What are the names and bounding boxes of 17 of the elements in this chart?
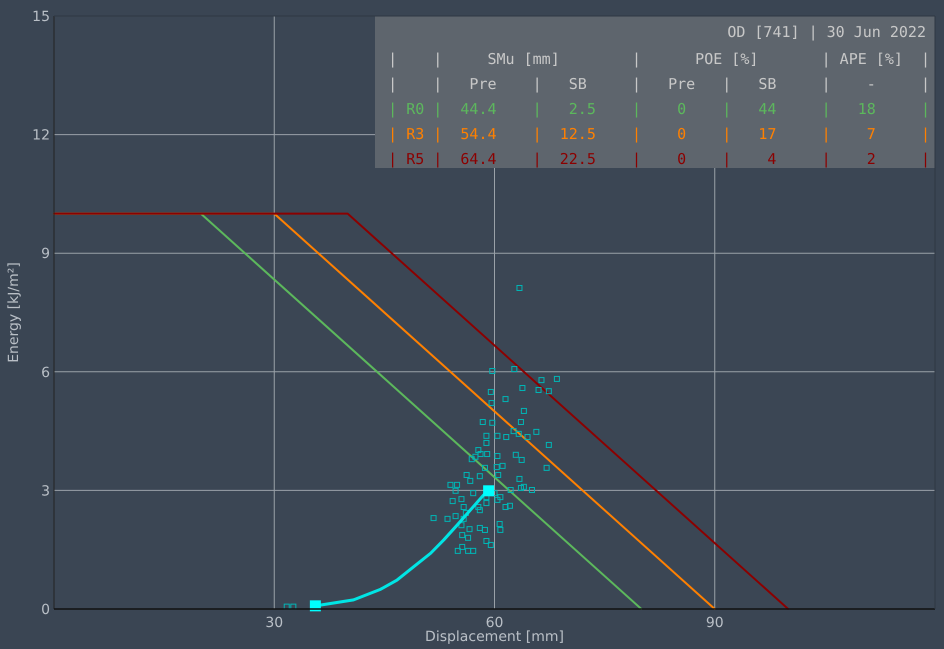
x-tick-label: 30 <box>265 615 284 631</box>
annotation: | | SMu [mm] | POE [%] | APE [%] | <box>388 50 930 68</box>
x-axis-title: Displacement [mm] <box>425 629 564 645</box>
annotation: | R0 | 44.4 | 2.5 | 0 | 44 | 18 | <box>388 100 930 118</box>
y-tick-label: 9 <box>41 246 50 262</box>
annotation: | R5 | 64.4 | 22.5 | 0 | 4 | 2 | <box>388 150 930 168</box>
y-tick-label: 0 <box>41 602 50 618</box>
y-axis-title: Energy [kJ/m²] <box>6 262 22 363</box>
annotation: OD [741] | 30 Jun 2022 <box>727 23 926 41</box>
x-tick-label: 60 <box>486 615 504 631</box>
annotation: | R3 | 54.4 | 12.5 | 0 | 17 | 7 | <box>388 125 930 143</box>
y-tick-label: 6 <box>41 364 50 381</box>
annotation: | | Pre | SB | Pre | SB | - | <box>388 75 930 93</box>
y-tick-label: 3 <box>41 483 50 500</box>
x-tick-label: 90 <box>706 615 724 631</box>
y-tick-label: 15 <box>32 9 50 25</box>
y-tick-label: 12 <box>32 128 50 144</box>
